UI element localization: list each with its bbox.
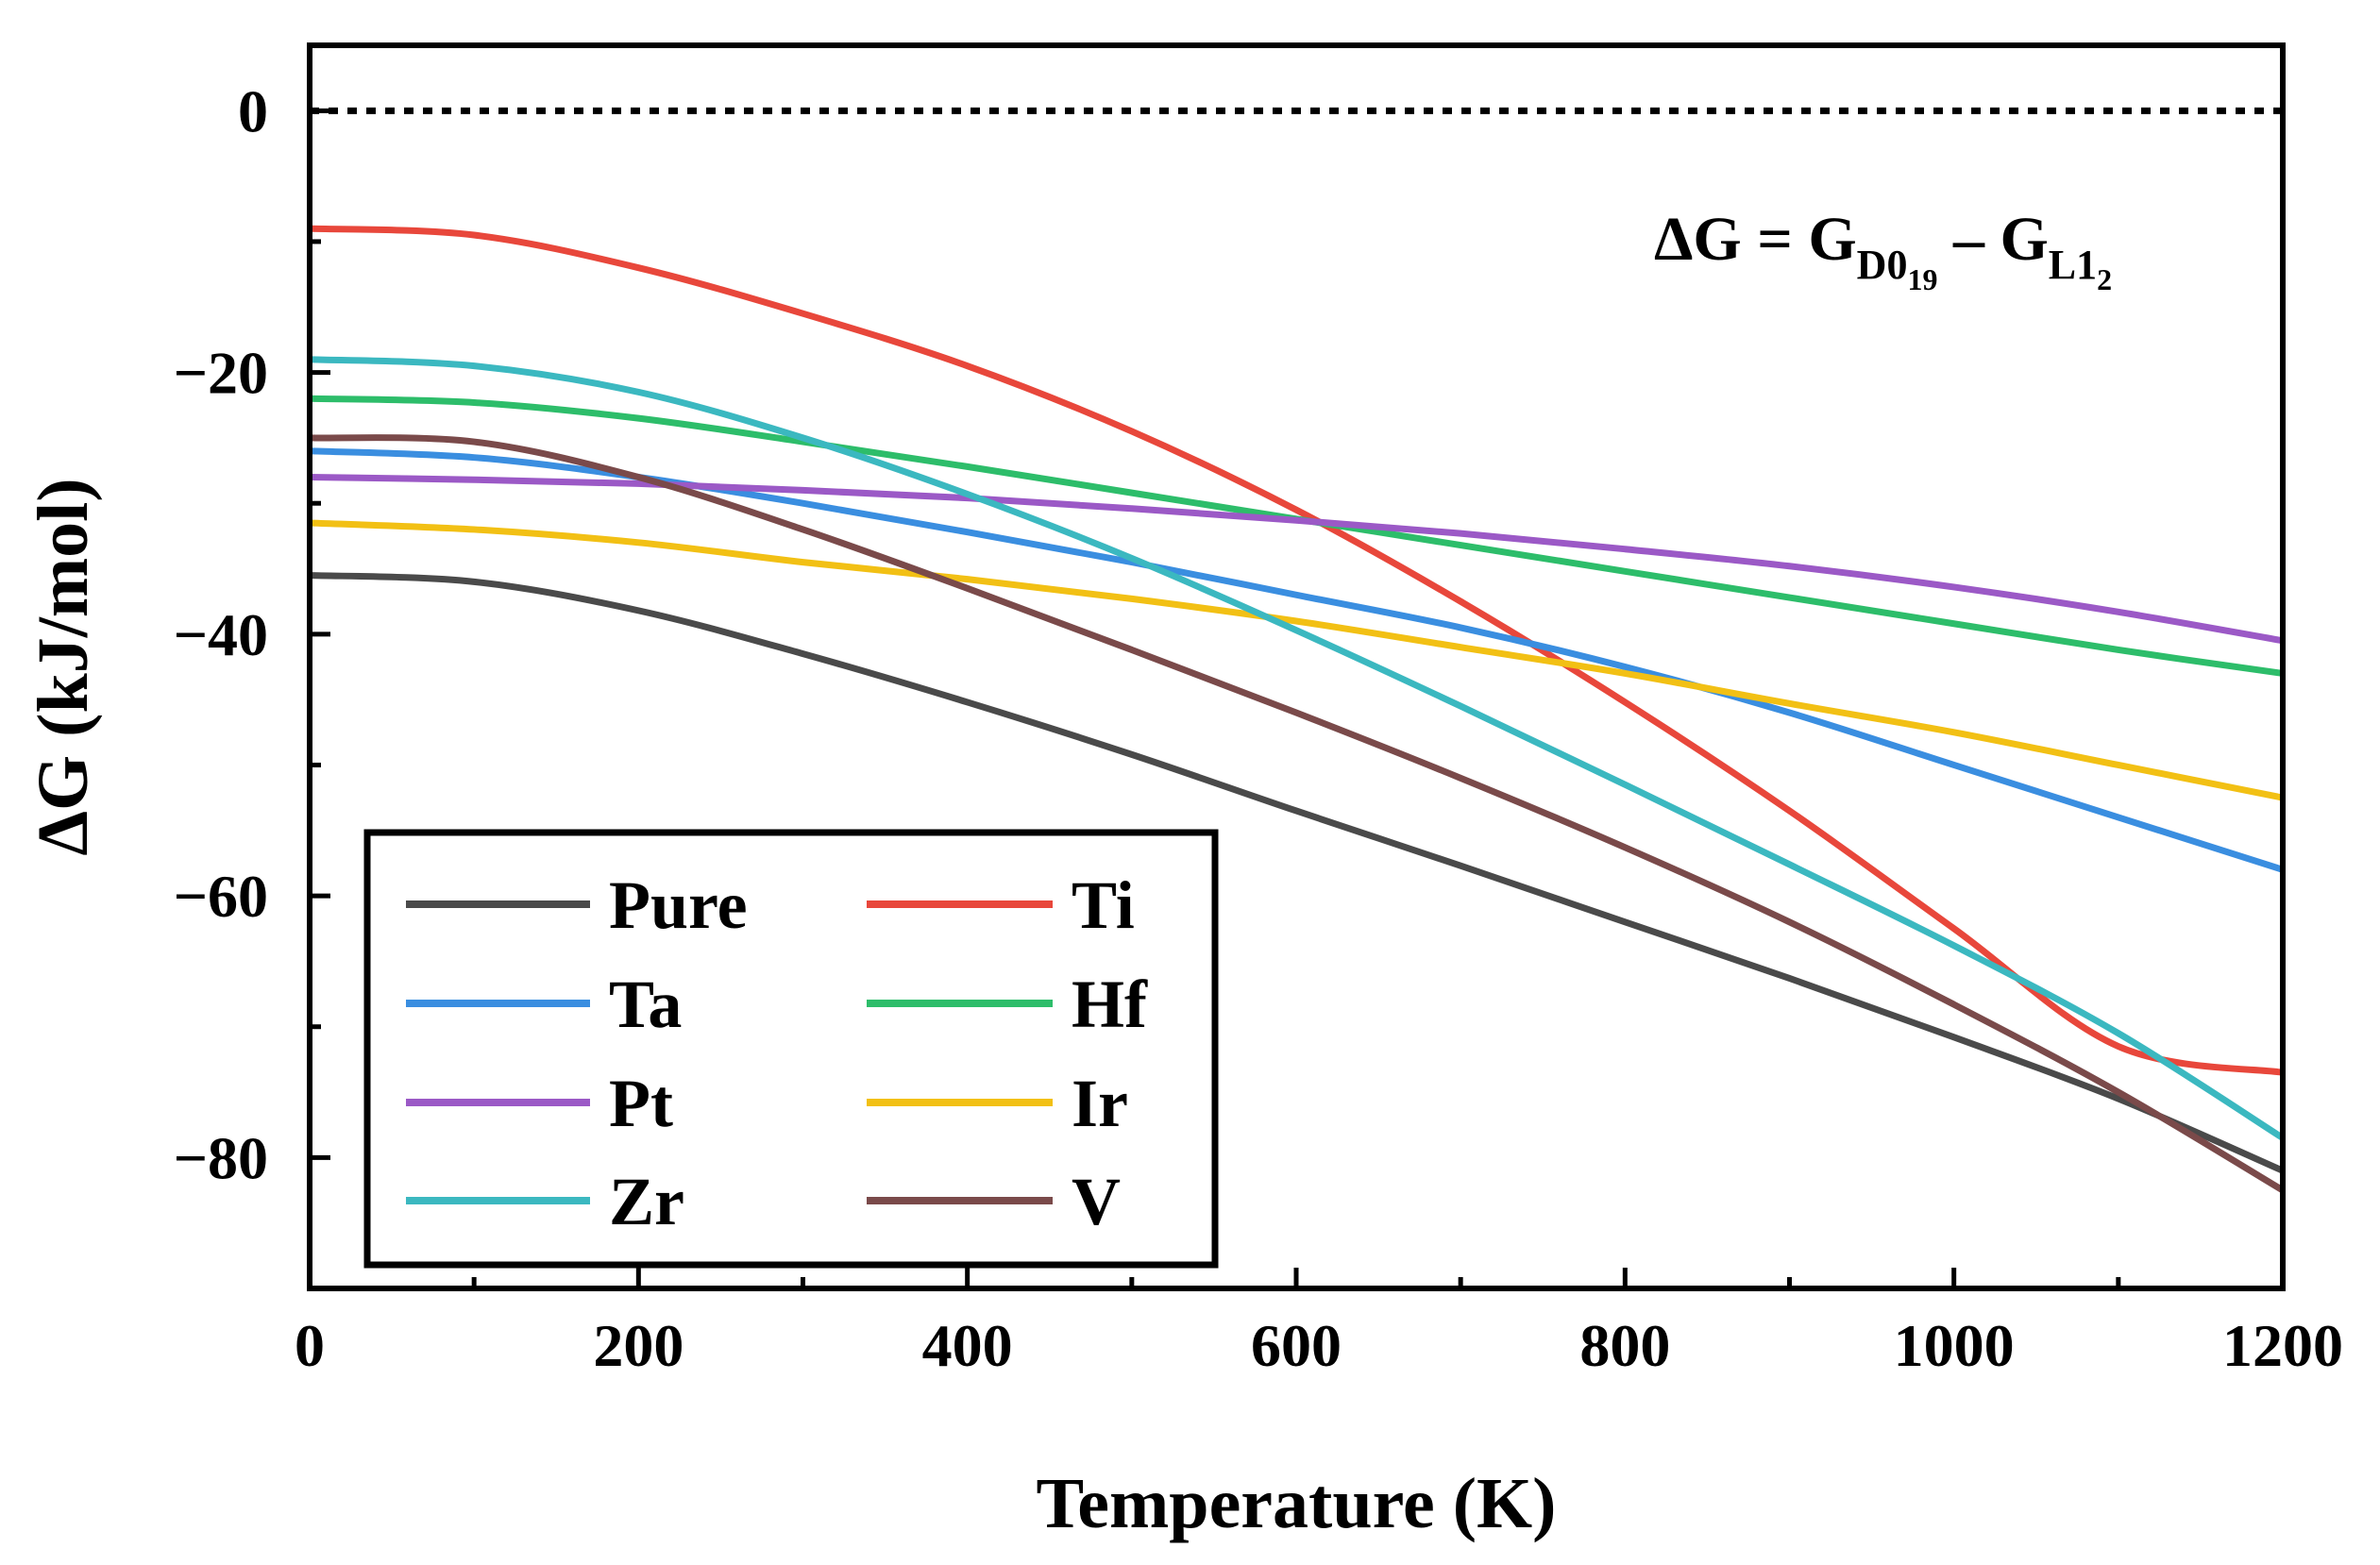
legend-item-pt: Pt: [406, 1066, 673, 1141]
legend-label: Ir: [1072, 1066, 1128, 1141]
legend-label: Pure: [609, 867, 748, 943]
annotation-prefix: ΔG = G: [1654, 205, 1857, 274]
y-axis-title: ΔG (kJ/mol): [24, 478, 103, 855]
y-tick-label: 0: [238, 77, 268, 144]
annotation-minus: – G: [1937, 205, 2048, 274]
series-lines: [310, 225, 2283, 1194]
legend-item-ti: Ti: [867, 867, 1135, 943]
legend-item-hf: Hf: [867, 967, 1148, 1042]
x-tick-label: 1000: [1894, 1312, 2015, 1379]
annotation-subsub-19: 19: [1907, 262, 1937, 296]
legend-label: Hf: [1072, 967, 1148, 1042]
x-tick-label: 600: [1251, 1312, 1342, 1379]
x-tick-label: 800: [1579, 1312, 1670, 1379]
legend-label: Zr: [609, 1164, 684, 1239]
delta-g-annotation: ΔG = GD019 – GL12: [1654, 205, 2112, 296]
x-tick-label: 400: [922, 1312, 1013, 1379]
axis-ticks: [307, 108, 2286, 1291]
annotation-sub-l12: L1: [2049, 242, 2097, 288]
x-tick-label: 0: [295, 1312, 325, 1379]
legend-item-pure: Pure: [406, 867, 748, 943]
y-tick-label: −40: [174, 601, 268, 668]
legend-item-ir: Ir: [867, 1066, 1128, 1141]
x-tick-label: 1200: [2222, 1312, 2343, 1379]
y-tick-labels: 0 −20 −40 −60 −80: [174, 77, 268, 1191]
series-line-ir: [310, 519, 2283, 801]
series-line-pt: [310, 473, 2283, 645]
legend-item-ta: Ta: [406, 967, 682, 1042]
y-tick-label: −80: [174, 1124, 268, 1191]
x-axis-title: Temperature (K): [1037, 1464, 1557, 1543]
series-line-v: [310, 434, 2283, 1194]
legend-item-zr: Zr: [406, 1164, 684, 1239]
series-line-ta: [310, 447, 2283, 873]
y-tick-label: −20: [174, 340, 268, 407]
legend-label: Ta: [609, 967, 682, 1042]
annotation-sub-d019: D0: [1857, 242, 1908, 288]
x-tick-label: 200: [593, 1312, 684, 1379]
series-line-pure: [310, 571, 2283, 1174]
legend-label: Pt: [609, 1066, 673, 1141]
legend: Pure Ti Ta Hf Pt Ir Zr V: [363, 829, 1219, 1269]
legend-label: Ti: [1072, 867, 1135, 943]
legend-item-v: V: [867, 1164, 1121, 1239]
annotation-subsub-2: 2: [2097, 262, 2112, 296]
series-line-zr: [310, 356, 2283, 1141]
y-tick-label: −60: [174, 863, 268, 930]
legend-label: V: [1072, 1164, 1121, 1239]
x-tick-labels: 0 200 400 600 800 1000 1200: [295, 1312, 2343, 1379]
